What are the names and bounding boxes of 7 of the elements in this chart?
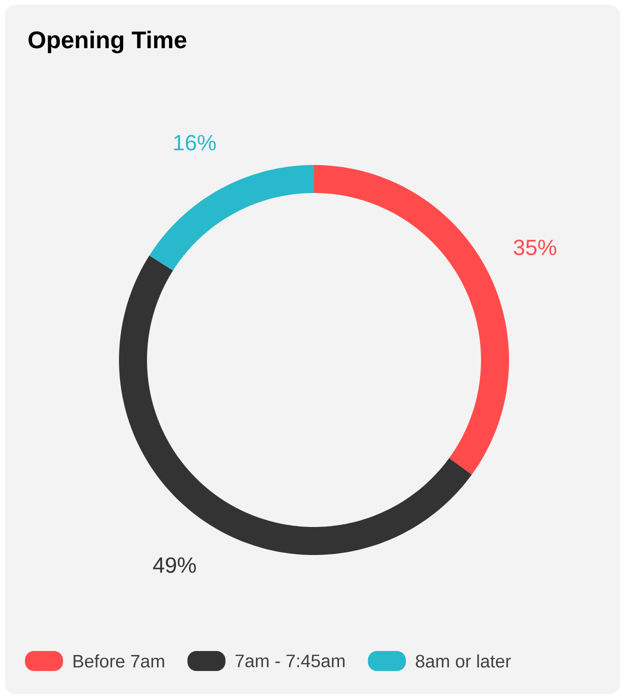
legend-label: 7am - 7:45am [236,654,344,668]
chart-title: Opening Time [28,30,186,54]
legend-label: Before 7am [74,654,164,668]
data-label: 35% [514,240,556,256]
data-label: 16% [174,134,216,150]
data-label: 49% [153,557,196,573]
legend-label: 8am or later [416,654,511,668]
